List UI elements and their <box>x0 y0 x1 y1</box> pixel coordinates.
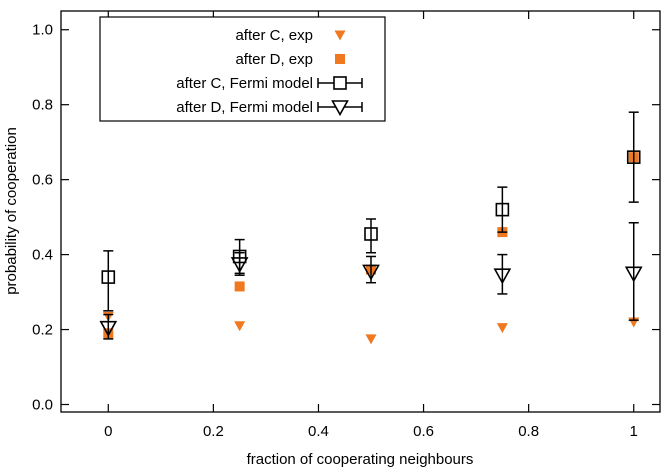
data-point <box>365 334 377 345</box>
x-tick-label: 0.8 <box>518 423 539 440</box>
y-tick-label: 0.0 <box>32 397 53 414</box>
x-axis-label: fraction of cooperating neighbours <box>247 451 474 468</box>
legend-label: after C, Fermi model <box>176 75 313 92</box>
series-3 <box>101 111 641 312</box>
legend: after C, exp after D, exp after C, Fermi m… <box>99 16 386 122</box>
x-tick-label: 0.4 <box>308 423 329 440</box>
data-point <box>362 264 380 281</box>
x-tick-label: 0.2 <box>203 423 224 440</box>
data-point <box>624 266 643 283</box>
legend-marker <box>335 54 345 64</box>
data-point <box>496 323 508 334</box>
data-point <box>364 227 378 241</box>
y-tick-label: 0.8 <box>32 97 53 114</box>
y-tick-label: 1.0 <box>32 22 53 39</box>
x-tick-label: 0 <box>104 423 112 440</box>
data-marks <box>99 111 643 345</box>
y-tick-label: 0.4 <box>32 247 53 264</box>
series-1 <box>102 311 640 345</box>
x-axis-ticks: 0 0.2 0.4 0.6 0.8 1 <box>104 11 638 440</box>
data-point <box>101 270 116 284</box>
legend-label: after D, exp <box>235 51 313 68</box>
data-point <box>234 281 245 292</box>
data-point <box>99 320 118 337</box>
legend-label: after C, exp <box>235 27 313 44</box>
legend-marker <box>334 30 346 41</box>
data-point <box>230 257 249 274</box>
legend-marker-bg <box>332 101 348 115</box>
data-point <box>495 202 510 217</box>
legend-marker-bg <box>334 77 346 89</box>
x-tick-label: 1 <box>630 423 638 440</box>
legend-marker <box>331 100 349 117</box>
data-point <box>626 150 641 164</box>
data-point <box>234 321 246 332</box>
x-tick-label: 0.6 <box>413 423 434 440</box>
data-point <box>493 268 512 285</box>
plot-frame <box>60 10 661 413</box>
legend-label: after D, Fermi model <box>176 99 313 116</box>
y-tick-label: 0.6 <box>32 172 53 189</box>
y-axis-ticks: 0.0 0.2 0.4 0.6 0.8 1.0 <box>32 22 660 414</box>
y-axis-label: probability of cooperation <box>3 127 20 295</box>
legend-marker <box>333 76 347 90</box>
y-tick-label: 0.2 <box>32 322 53 339</box>
series-4 <box>99 221 643 340</box>
